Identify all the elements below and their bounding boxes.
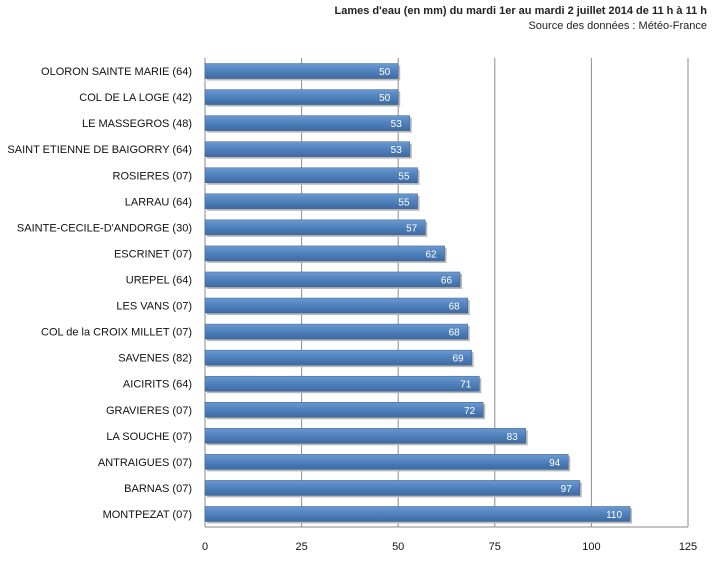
- category-label: AICIRITS (64): [123, 379, 192, 391]
- bar: [204, 480, 581, 496]
- chart-subtitle: Source des données : Météo-France: [528, 20, 707, 32]
- category-label: BARNAS (07): [124, 483, 192, 495]
- bar-value-label: 83: [507, 432, 519, 443]
- category-label: SAINT ETIENNE DE BAIGORRY (64): [7, 144, 192, 156]
- bar: [204, 63, 399, 79]
- bar-value-label: 50: [379, 93, 391, 104]
- bar-value-label: 68: [449, 328, 461, 339]
- bar: [204, 219, 426, 236]
- bar-value-label: 68: [449, 302, 461, 313]
- grid-lines: [204, 58, 689, 528]
- category-label: LARRAU (64): [125, 196, 192, 208]
- category-label: MONTPEZAT (07): [103, 509, 192, 521]
- category-label: COL de la CROIX MILLET (07): [41, 327, 192, 339]
- x-tick-label: 25: [295, 541, 307, 553]
- bar: [204, 349, 472, 366]
- category-label: LES VANS (07): [116, 301, 192, 313]
- x-tick-label: 50: [392, 541, 404, 553]
- bar: [204, 167, 418, 183]
- x-tick-label: 125: [679, 541, 697, 553]
- bar-value-label: 71: [460, 380, 472, 391]
- bar-value-label: 66: [441, 275, 453, 286]
- category-label: ANTRAIGUES (07): [98, 457, 192, 469]
- bar: [204, 375, 480, 392]
- bar: [204, 297, 469, 314]
- bar-value-label: 97: [561, 484, 573, 495]
- bar-value-label: 69: [452, 354, 464, 365]
- category-label: SAINTE-CECILE-D'ANDORGE (30): [17, 222, 192, 234]
- category-labels: OLORON SAINTE MARIE (64) COL DE LA LOGE (…: [7, 66, 192, 521]
- bar-value-label: 110: [606, 510, 622, 521]
- category-label: SAVENES (82): [118, 353, 192, 365]
- bar-value-label: 72: [464, 406, 476, 417]
- x-tick-label: 0: [202, 541, 208, 553]
- bar: [204, 402, 484, 418]
- bar-value-label: 53: [391, 145, 403, 156]
- bar-value-label: 57: [406, 223, 418, 234]
- x-tick-label: 100: [582, 541, 600, 553]
- bar: [204, 506, 631, 522]
- category-label: LE MASSEGROS (48): [82, 118, 192, 130]
- bar-value-label: 55: [398, 171, 410, 182]
- chart-title: Lames d'eau (en mm) du mardi 1er au mard…: [334, 5, 708, 17]
- bar: [204, 245, 445, 262]
- bar-value-label: 62: [425, 249, 437, 260]
- category-label: LA SOUCHE (07): [106, 431, 192, 443]
- bar-value-label: 50: [379, 67, 391, 78]
- bar: [204, 454, 569, 470]
- category-label: OLORON SAINTE MARIE (64): [41, 66, 192, 78]
- bar-value-label: 53: [391, 119, 403, 130]
- bar: [204, 271, 461, 288]
- x-tick-label: 75: [489, 541, 501, 553]
- category-label: UREPEL (64): [126, 274, 192, 286]
- bar: [204, 141, 411, 157]
- category-label: GRAVIERES (07): [106, 405, 192, 417]
- bar: [204, 428, 526, 444]
- bars: 50 50 53 53 55 55 57 62 66 68 68 69 71 72 83 94 97 110: [204, 63, 633, 524]
- category-label: ROSIERES (07): [113, 170, 192, 182]
- bar-value-label: 94: [549, 458, 561, 469]
- bar: [204, 89, 399, 105]
- x-axis-ticks: 0 25 50 75 100 125: [202, 541, 697, 553]
- category-label: ESCRINET (07): [114, 248, 192, 260]
- bar: [204, 193, 418, 210]
- bar: [204, 115, 411, 131]
- category-label: COL DE LA LOGE (42): [79, 92, 192, 104]
- bar: [204, 323, 469, 340]
- bar-value-label: 55: [398, 197, 410, 208]
